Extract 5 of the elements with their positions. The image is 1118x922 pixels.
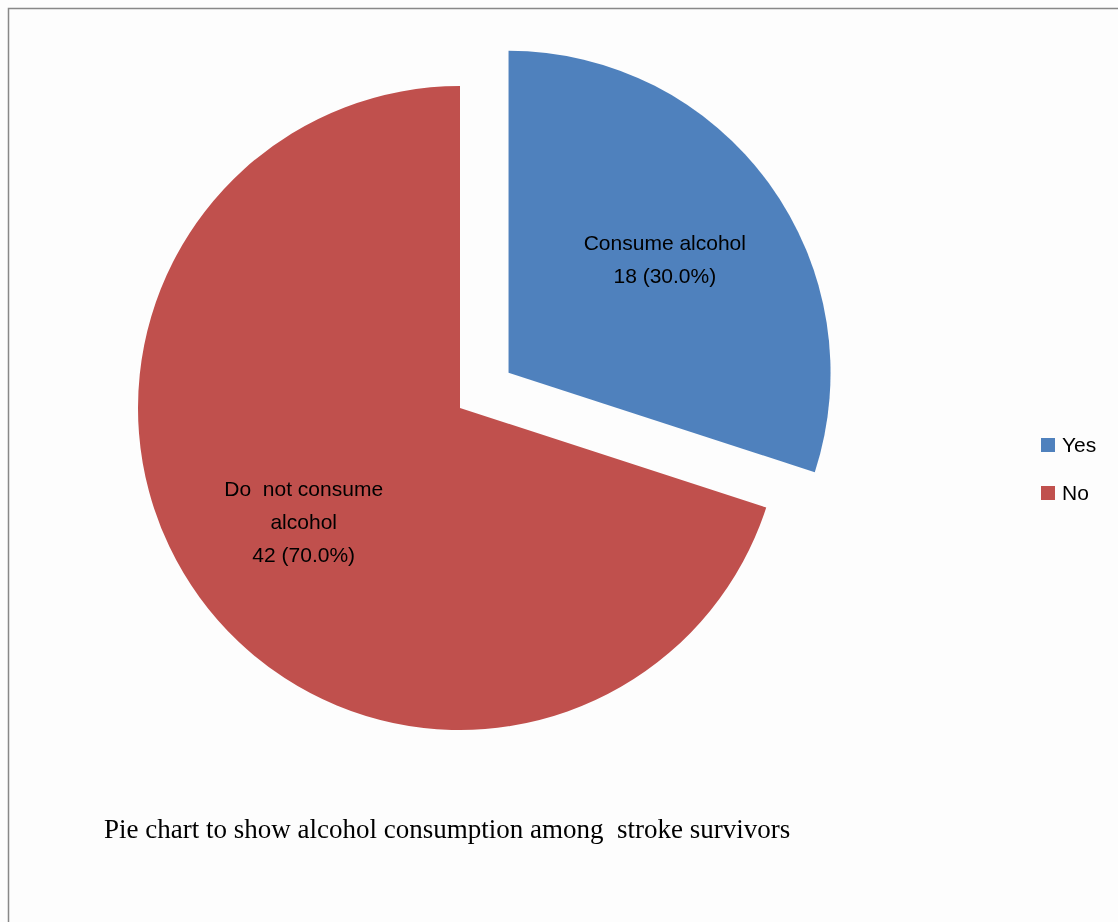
- data-label: Do not consume alcohol 42 (70.0%): [224, 476, 384, 566]
- legend-label: Yes: [1062, 433, 1097, 457]
- text: Pie chart to show alcohol consumption among stroke survivors: [104, 814, 791, 844]
- legend-label: No: [1062, 481, 1089, 505]
- data-label: Consume alcohol 18 (30.0%): [583, 231, 746, 288]
